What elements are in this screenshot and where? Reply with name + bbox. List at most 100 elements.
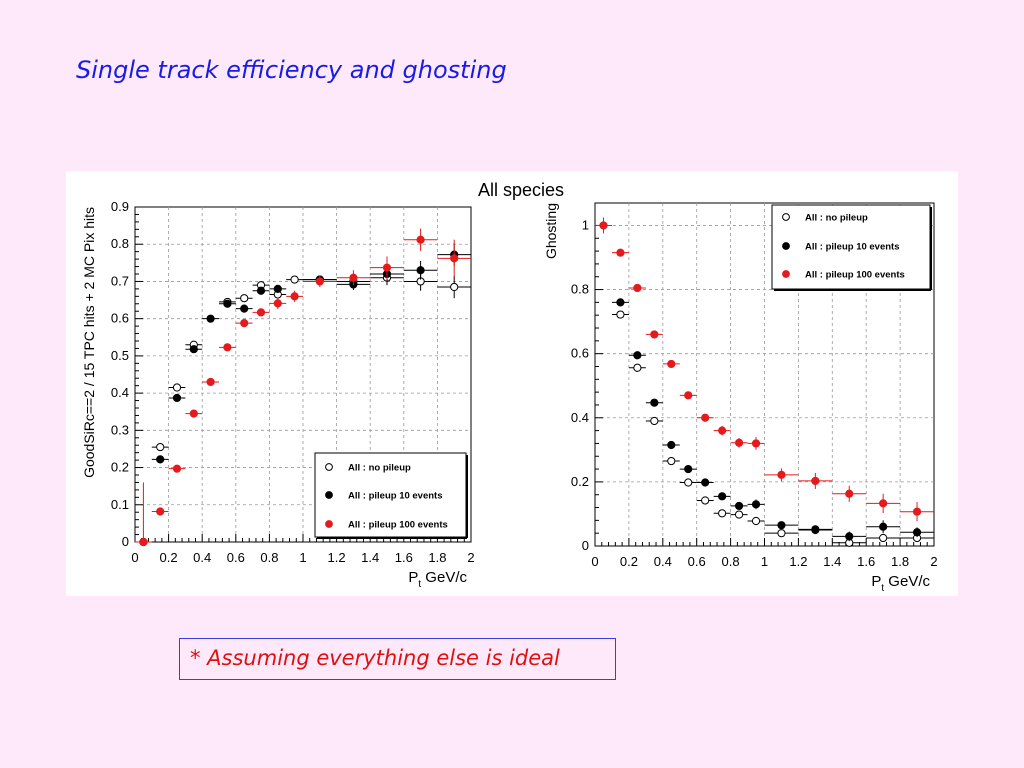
y-axis-label: GoodSiRc==2 / 15 TPC hits + 2 MC Pix hit… [81, 207, 97, 478]
x-tick-label: 1.2 [789, 554, 807, 569]
data-point [450, 282, 459, 292]
x-tick-label: 2 [930, 554, 937, 569]
legend-label: All : pileup 100 events [805, 270, 905, 281]
y-tick-label: 0.1 [111, 497, 129, 512]
legend-label: All : pileup 10 events [348, 491, 443, 502]
x-tick-label: 0.4 [193, 550, 211, 565]
data-point [450, 254, 459, 263]
data-point [206, 314, 215, 323]
data-point [845, 489, 854, 498]
x-tick-label: 0.2 [620, 554, 638, 569]
data-point [667, 359, 676, 369]
y-tick-label: 0.4 [111, 385, 129, 400]
data-point [599, 221, 608, 230]
data-point [633, 283, 642, 293]
data-point [777, 521, 786, 530]
legend-label: All : no pileup [348, 463, 411, 474]
data-point [290, 275, 299, 284]
y-tick-label: 1 [582, 217, 589, 232]
data-point [718, 509, 727, 518]
x-tick-label: 1 [761, 554, 768, 569]
data-point [734, 438, 744, 447]
y-tick-label: 0 [122, 534, 129, 549]
data-point [616, 248, 625, 257]
data-point [382, 263, 392, 272]
x-tick-label: 0.4 [654, 554, 672, 569]
data-point [240, 319, 249, 328]
x-tick-label: 1.2 [328, 550, 346, 565]
data-point [684, 464, 693, 474]
data-point [912, 528, 922, 537]
x-tick-label: 0.2 [160, 550, 178, 565]
y-tick-label: 0.9 [111, 199, 129, 214]
data-point [650, 398, 659, 407]
y-tick-label: 0.4 [571, 410, 589, 425]
y-tick-label: 0.5 [111, 348, 129, 363]
data-point [751, 516, 761, 526]
data-point [684, 478, 693, 487]
assumption-note-box: * Assuming everything else is ideal [179, 638, 616, 680]
assumption-note: * Assuming everything else is ideal [190, 646, 560, 670]
y-tick-label: 0.6 [111, 311, 129, 326]
x-tick-label: 1.6 [395, 550, 413, 565]
data-point [156, 507, 165, 516]
x-axis-label: Pt GeV/c [871, 573, 930, 594]
data-point [701, 496, 710, 505]
data-point [349, 273, 358, 282]
x-tick-label: 1.6 [857, 554, 875, 569]
slide-title: Single track efficiency and ghosting [76, 56, 507, 84]
data-point [879, 499, 888, 508]
legend-marker [782, 270, 790, 278]
y-tick-label: 0.8 [111, 236, 129, 251]
legend-marker [325, 463, 333, 471]
legend-label: All : no pileup [805, 213, 868, 224]
data-point [701, 478, 710, 487]
data-point [172, 393, 182, 403]
x-tick-label: 1 [299, 550, 306, 565]
data-point [777, 529, 786, 538]
data-point [718, 492, 727, 501]
data-point [684, 391, 693, 400]
data-point [633, 363, 642, 372]
data-point [650, 416, 659, 426]
data-point [734, 501, 744, 511]
legend-marker [782, 242, 790, 250]
legend-marker [782, 213, 790, 221]
data-point [223, 299, 232, 308]
x-tick-label: 0.6 [688, 554, 706, 569]
y-tick-label: 0.2 [111, 460, 129, 475]
y-axis-label: Ghosting [543, 203, 559, 259]
y-tick-label: 0.2 [571, 474, 589, 489]
data-point [139, 537, 148, 547]
y-tick-label: 0.8 [571, 282, 589, 297]
legend-marker [325, 520, 333, 528]
data-point [223, 343, 232, 352]
data-point [416, 235, 425, 244]
x-tick-label: 2 [467, 550, 474, 565]
data-point [172, 464, 182, 473]
x-tick-label: 1.4 [823, 554, 841, 569]
x-tick-label: 1.8 [891, 554, 909, 569]
data-point [777, 470, 786, 479]
data-point [416, 266, 425, 275]
legend-label: All : pileup 100 events [348, 520, 448, 531]
data-point [240, 304, 249, 313]
data-point [633, 351, 642, 360]
data-point [616, 310, 625, 319]
y-tick-label: 0.6 [571, 346, 589, 361]
y-tick-label: 0.7 [111, 273, 129, 288]
y-tick-label: 0.3 [111, 422, 129, 437]
legend-marker [325, 491, 333, 499]
data-point [667, 440, 676, 450]
x-tick-label: 0.8 [260, 550, 278, 565]
data-point [256, 286, 266, 295]
data-point [240, 294, 249, 303]
data-point [256, 308, 266, 317]
data-point [912, 507, 922, 516]
data-point [879, 533, 888, 543]
legend-label: All : pileup 10 events [805, 242, 900, 253]
data-point [315, 277, 324, 286]
x-axis-label: Pt GeV/c [408, 569, 467, 590]
y-tick-label: 0 [582, 538, 589, 553]
data-point [650, 330, 659, 339]
